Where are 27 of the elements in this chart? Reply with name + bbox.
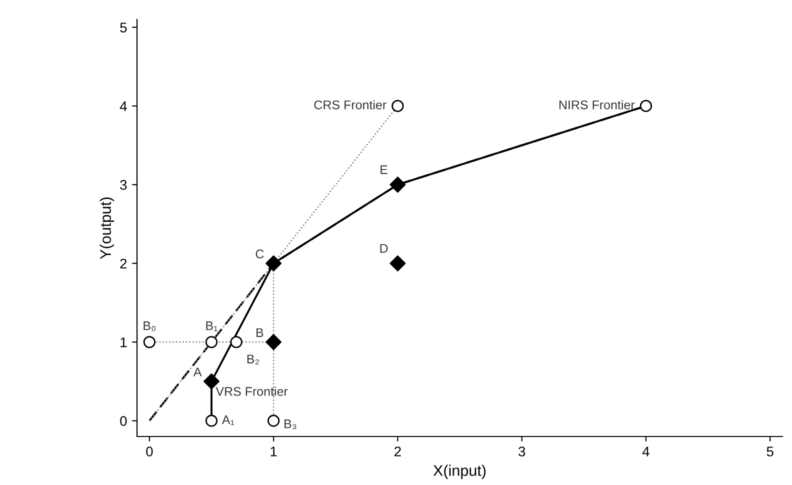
annotation: B (256, 328, 264, 337)
y-axis-title: Y(output) (100, 197, 114, 260)
annotation: CRS Frontier (314, 100, 386, 110)
x-tick-label: 1 (270, 446, 277, 456)
x-axis-title: X(input) (433, 464, 486, 479)
annotation: C (256, 250, 264, 258)
y-tick-label: 2 (120, 258, 127, 268)
y-tick-label: 0 (120, 416, 127, 426)
x-tick-label: 3 (518, 446, 526, 456)
annotation: A (193, 368, 202, 376)
annotation: E (380, 165, 388, 174)
annotation: A₁ (222, 415, 234, 426)
y-tick-label: 5 (120, 22, 127, 32)
x-tick-label: 0 (146, 446, 153, 456)
annotation: B₀ (144, 321, 156, 332)
y-tick-label: 3 (120, 180, 127, 190)
y-tick-label: 4 (120, 101, 127, 111)
annotation: B₃ (284, 420, 296, 430)
x-tick-label: 4 (642, 446, 650, 456)
x-tick-label: 5 (766, 446, 774, 456)
y-tick-label: 1 (120, 338, 127, 348)
annotation: VRS Frontier (216, 386, 288, 396)
x-tick-label: 2 (394, 446, 401, 456)
annotation: B₂ (247, 354, 259, 364)
annotation: D (380, 244, 388, 253)
annotation: NIRS Frontier (559, 100, 635, 110)
annotation: B₁ (206, 321, 218, 332)
